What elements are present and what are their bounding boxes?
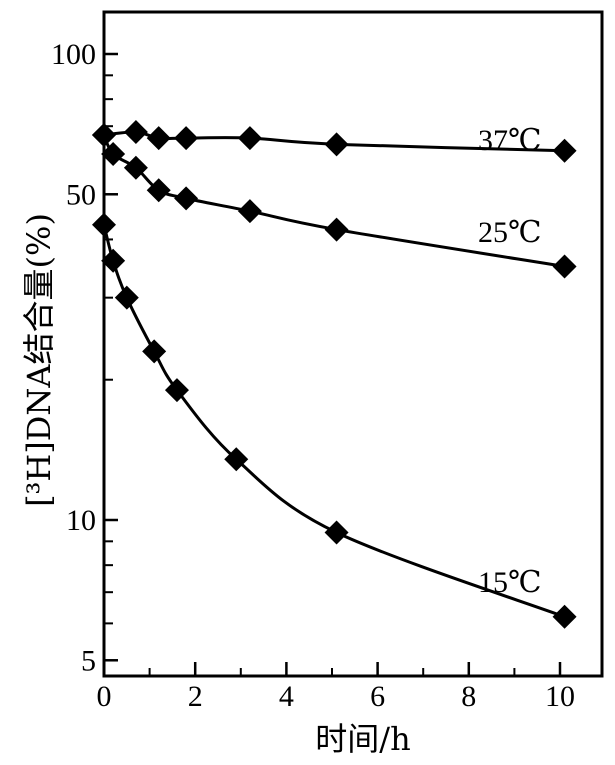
data-point-diamond — [146, 126, 171, 151]
data-point-diamond — [101, 248, 126, 273]
x-tick-label: 2 — [188, 680, 203, 713]
data-point-diamond — [174, 186, 199, 211]
series-label: 25℃ — [478, 216, 542, 249]
data-point-diamond — [142, 339, 167, 364]
x-tick-label: 6 — [370, 680, 385, 713]
y-tick-label: 100 — [51, 38, 96, 71]
y-tick-label: 10 — [66, 504, 96, 537]
y-tick-label: 5 — [81, 644, 96, 677]
series-label: 15℃ — [478, 566, 542, 599]
data-point-diamond — [324, 217, 349, 242]
data-point-diamond — [552, 138, 577, 163]
data-point-diamond — [237, 126, 262, 151]
data-point-diamond — [552, 604, 577, 629]
data-point-diamond — [123, 120, 148, 145]
data-point-diamond — [324, 132, 349, 157]
x-tick-label: 0 — [97, 680, 112, 713]
x-axis-title: 时间/h — [315, 720, 410, 758]
data-point-diamond — [146, 178, 171, 203]
x-tick-label: 8 — [461, 680, 476, 713]
x-tick-label: 4 — [279, 680, 294, 713]
x-axis-ticks: 0 2 4 6 8 10 — [97, 662, 575, 713]
y-axis-title: [³H]DNA结合量(%) — [20, 213, 58, 507]
data-point-diamond — [92, 212, 116, 237]
x-tick-label: 10 — [545, 680, 575, 713]
data-point-diamond — [224, 447, 249, 472]
data-point-diamond — [237, 199, 262, 224]
y-tick-label: 50 — [66, 178, 96, 211]
data-point-diamond — [552, 254, 577, 279]
data-point-diamond — [123, 155, 148, 180]
data-point-diamond — [324, 520, 349, 545]
series-layer — [92, 120, 577, 629]
plot-frame — [102, 10, 604, 678]
labels-layer: 37℃ 25℃ 15℃ — [478, 124, 542, 599]
data-point-diamond — [114, 285, 139, 310]
data-point-diamond — [164, 378, 189, 403]
data-point-diamond — [174, 126, 199, 151]
series-line — [102, 224, 566, 619]
data-point-diamond — [101, 142, 126, 167]
series-label: 37℃ — [478, 124, 542, 157]
y-axis-ticks: 5 10 50 100 — [51, 38, 118, 677]
data-point-diamond — [92, 123, 116, 148]
